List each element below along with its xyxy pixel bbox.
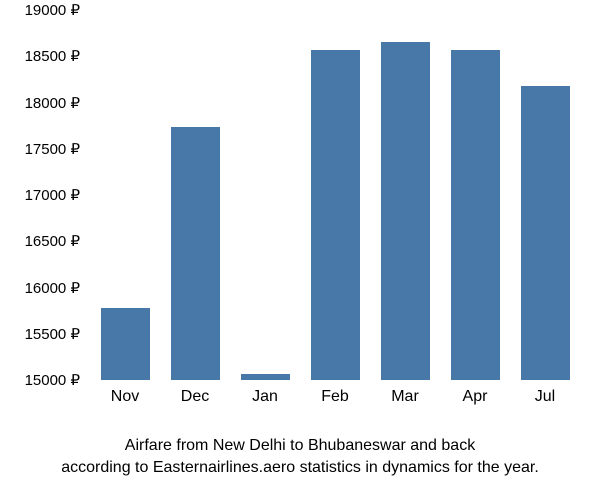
x-tick-label: Jul: [535, 388, 555, 406]
y-axis: 15000 ₽15500 ₽16000 ₽16500 ₽17000 ₽17500…: [5, 10, 85, 380]
plot-area: [90, 10, 580, 380]
bar: [101, 308, 150, 380]
y-tick-label: 15500 ₽: [25, 325, 80, 343]
y-tick-label: 15000 ₽: [25, 371, 80, 389]
y-tick-label: 19000 ₽: [25, 1, 80, 19]
caption-line-1: Airfare from New Delhi to Bhubaneswar an…: [22, 435, 578, 457]
y-tick-label: 18500 ₽: [25, 47, 80, 65]
bar: [521, 86, 570, 380]
y-tick-label: 17500 ₽: [25, 140, 80, 158]
x-tick-label: Feb: [321, 388, 349, 406]
bar: [311, 50, 360, 380]
x-tick-label: Dec: [181, 388, 209, 406]
bars-group: [90, 10, 580, 380]
x-tick-label: Apr: [463, 388, 488, 406]
x-tick-label: Mar: [391, 388, 419, 406]
x-tick-label: Nov: [111, 388, 139, 406]
x-tick-label: Jan: [252, 388, 278, 406]
y-tick-label: 16000 ₽: [25, 279, 80, 297]
bar: [171, 127, 220, 380]
bar: [241, 374, 290, 380]
y-tick-label: 18000 ₽: [25, 94, 80, 112]
y-tick-label: 16500 ₽: [25, 232, 80, 250]
bar-chart: [90, 10, 590, 410]
chart-caption: Airfare from New Delhi to Bhubaneswar an…: [0, 435, 600, 478]
x-axis: Nov Dec Jan Feb Mar Apr Jul: [90, 388, 580, 412]
y-tick-label: 17000 ₽: [25, 186, 80, 204]
caption-line-2: according to Easternairlines.aero statis…: [22, 457, 578, 479]
bar: [381, 42, 430, 380]
bar: [451, 50, 500, 380]
